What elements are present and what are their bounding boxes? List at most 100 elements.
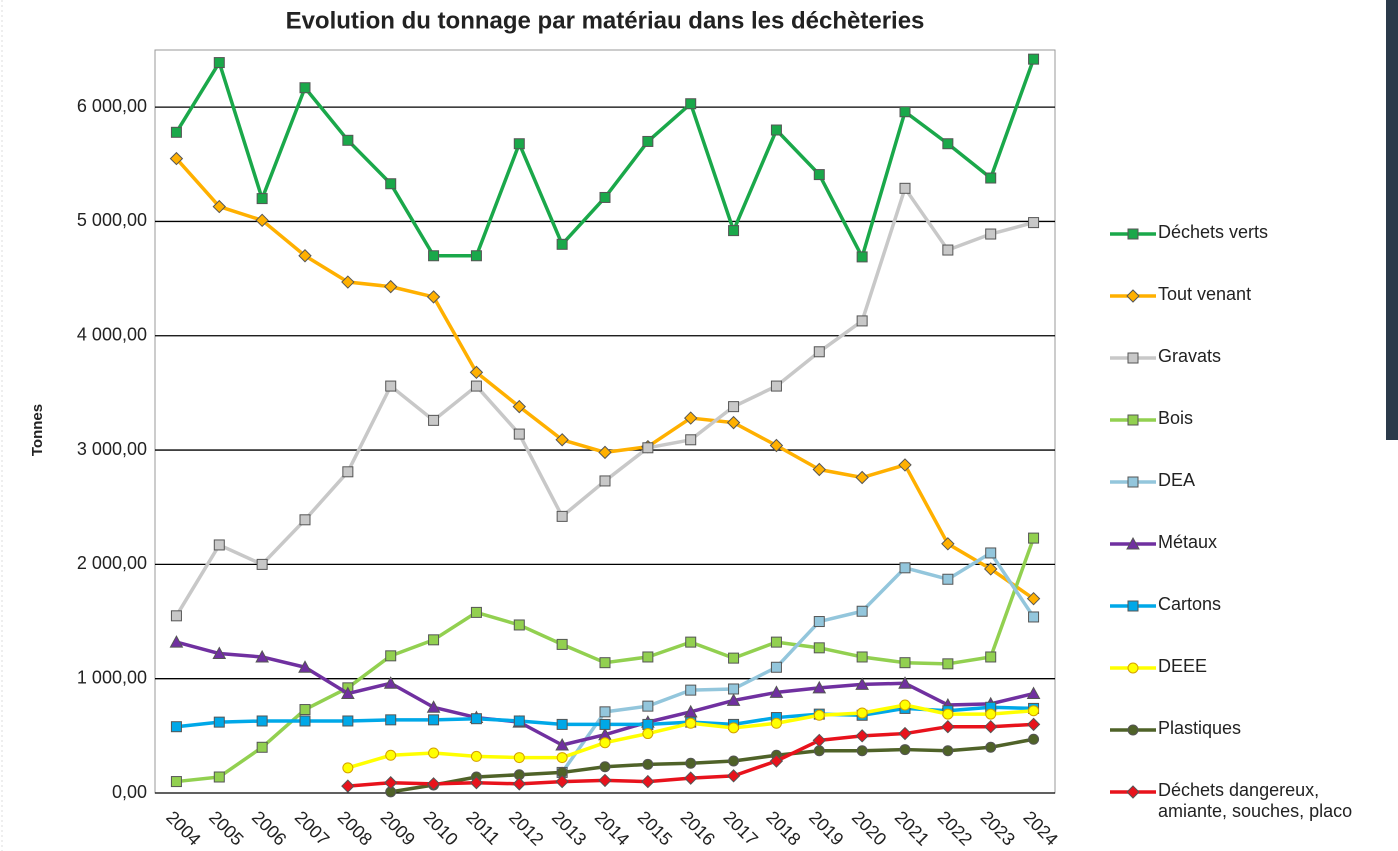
marker — [171, 127, 181, 137]
marker — [686, 685, 696, 695]
marker — [771, 718, 781, 728]
marker — [214, 717, 224, 727]
x-tick-label: 2006 — [248, 807, 290, 849]
marker — [599, 774, 611, 786]
y-tick-label: 4 000,00 — [77, 325, 147, 345]
marker — [685, 772, 697, 784]
marker — [386, 750, 396, 760]
marker — [600, 476, 610, 486]
legend-label: Gravats — [1158, 346, 1221, 367]
x-tick-label: 2019 — [805, 807, 847, 849]
x-tick-label: 2011 — [462, 807, 504, 849]
marker — [1029, 734, 1039, 744]
marker — [386, 179, 396, 189]
y-tick-label: 0,00 — [112, 782, 147, 802]
x-tick-label: 2004 — [162, 807, 204, 849]
marker — [471, 381, 481, 391]
marker — [471, 251, 481, 261]
marker — [343, 467, 353, 477]
marker — [471, 607, 481, 617]
y-tick-label: 3 000,00 — [77, 439, 147, 459]
legend-marker — [1128, 663, 1138, 673]
legend-label: Métaux — [1158, 532, 1217, 553]
x-tick-label: 2013 — [548, 807, 590, 849]
marker — [986, 229, 996, 239]
marker — [343, 135, 353, 145]
y-axis-title: Tonnes — [29, 404, 46, 456]
marker — [900, 658, 910, 668]
marker — [471, 751, 481, 761]
plot-area — [155, 50, 1055, 793]
legend-marker — [1128, 353, 1138, 363]
legend-marker — [1128, 601, 1138, 611]
marker — [686, 637, 696, 647]
marker — [771, 637, 781, 647]
legend-entry: Cartons — [1110, 594, 1360, 656]
legend-label: Plastiques — [1158, 718, 1241, 739]
legend-icon — [1110, 287, 1158, 305]
marker — [686, 435, 696, 445]
marker — [385, 777, 397, 789]
marker — [1029, 706, 1039, 716]
marker — [857, 606, 867, 616]
marker — [1029, 612, 1039, 622]
marker — [900, 745, 910, 755]
marker — [686, 99, 696, 109]
marker — [814, 643, 824, 653]
marker — [642, 776, 654, 788]
marker — [514, 753, 524, 763]
marker — [857, 708, 867, 718]
marker — [900, 107, 910, 117]
legend-icon — [1110, 721, 1158, 739]
marker — [471, 714, 481, 724]
marker — [257, 742, 267, 752]
legend-label: DEEE — [1158, 656, 1207, 677]
marker — [643, 729, 653, 739]
marker — [557, 511, 567, 521]
marker — [600, 762, 610, 772]
x-tick-label: 2010 — [419, 807, 461, 849]
marker — [1028, 718, 1040, 730]
legend-icon — [1110, 349, 1158, 367]
marker — [514, 139, 524, 149]
marker — [814, 710, 824, 720]
marker — [557, 753, 567, 763]
marker — [771, 381, 781, 391]
marker — [943, 245, 953, 255]
marker — [943, 574, 953, 584]
series-line — [176, 159, 1033, 599]
x-tick-label: 2007 — [291, 807, 333, 849]
marker — [514, 620, 524, 630]
marker — [514, 716, 524, 726]
marker — [643, 759, 653, 769]
legend-label: Déchets verts — [1158, 222, 1268, 243]
marker — [343, 716, 353, 726]
x-tick-label: 2012 — [505, 807, 547, 849]
marker — [899, 728, 911, 740]
legend-label: Cartons — [1158, 594, 1221, 615]
marker — [386, 651, 396, 661]
legend-entry: Bois — [1110, 408, 1360, 470]
legend-marker — [1128, 725, 1138, 735]
marker — [385, 281, 397, 293]
marker — [342, 780, 354, 792]
legend-marker — [1128, 415, 1138, 425]
marker — [600, 658, 610, 668]
marker — [686, 718, 696, 728]
x-tick-label: 2016 — [677, 807, 719, 849]
marker — [943, 659, 953, 669]
legend-entry: DEA — [1110, 470, 1360, 532]
marker — [386, 381, 396, 391]
legend-marker — [1127, 290, 1139, 302]
marker — [1029, 54, 1039, 64]
marker — [171, 722, 181, 732]
y-tick-label: 6 000,00 — [77, 96, 147, 116]
marker — [814, 746, 824, 756]
marker — [814, 347, 824, 357]
marker — [985, 721, 997, 733]
marker — [600, 192, 610, 202]
legend-label: Bois — [1158, 408, 1193, 429]
photo-edge — [1386, 0, 1398, 440]
marker — [386, 715, 396, 725]
marker — [857, 252, 867, 262]
